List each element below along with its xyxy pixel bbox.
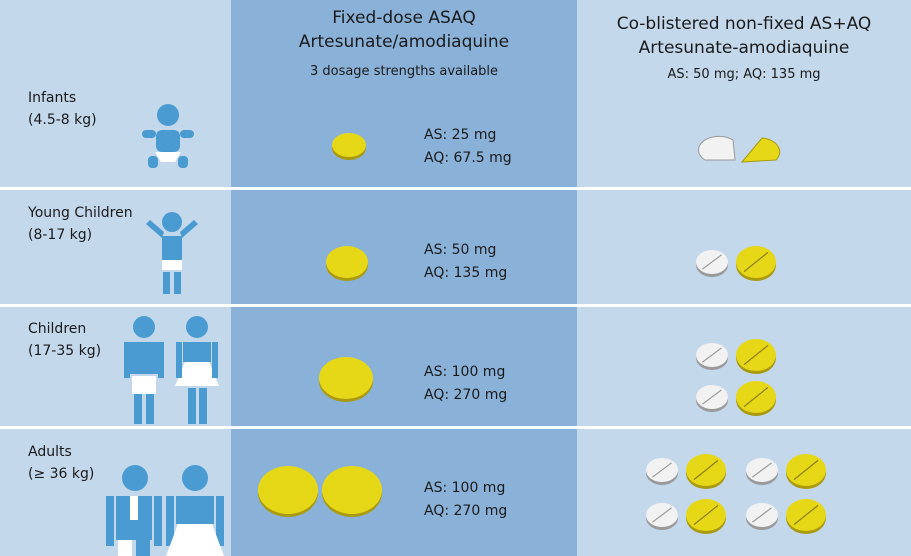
pill-score: [743, 386, 769, 408]
half-pill: [698, 135, 736, 161]
pill-score: [702, 389, 722, 405]
pill: [326, 246, 368, 278]
half-pill: [740, 137, 781, 163]
column-note: AS: 50 mg; AQ: 135 mg: [667, 67, 821, 82]
dose-label: AS: 100 mg: [424, 480, 506, 496]
dose-label: AS: 50 mg: [424, 242, 497, 258]
column-subtitle: Artesunate-amodiaquine: [638, 38, 850, 58]
pill: [322, 466, 382, 514]
pill-score: [793, 504, 819, 526]
column-title: Fixed-dose ASAQ: [332, 8, 476, 28]
pill-score: [652, 507, 672, 523]
pill-score: [793, 459, 819, 481]
group-label: Infants: [28, 90, 77, 106]
person-icons: [106, 104, 224, 556]
dose-label: AQ: 270 mg: [424, 387, 508, 403]
weight-label: (≥ 36 kg): [28, 466, 95, 482]
weight-label: (4.5-8 kg): [28, 112, 97, 128]
middle-column: [231, 0, 577, 556]
row-separator: [0, 426, 911, 429]
pill: [332, 133, 366, 157]
dose-label: AQ: 135 mg: [424, 265, 508, 281]
row-separator: [0, 187, 911, 190]
pill-score: [752, 462, 772, 478]
pill-score: [652, 462, 672, 478]
dose-label: AS: 100 mg: [424, 364, 506, 380]
dose-label: AQ: 67.5 mg: [424, 150, 512, 166]
pill-score: [752, 507, 772, 523]
pill-score: [693, 459, 719, 481]
pill: [319, 357, 373, 399]
row-separator: [0, 304, 911, 307]
pill-score: [743, 344, 769, 366]
weight-label: (17-35 kg): [28, 343, 102, 359]
group-label: Children: [28, 321, 87, 337]
pill-score: [693, 504, 719, 526]
column-subtitle: Artesunate/amodiaquine: [298, 32, 510, 52]
pill-score: [702, 347, 722, 363]
dose-label: AQ: 270 mg: [424, 503, 508, 519]
column-note: 3 dosage strengths available: [309, 64, 499, 79]
dose-label: AS: 25 mg: [424, 127, 497, 143]
pill-score: [702, 254, 722, 270]
pill-score: [743, 251, 769, 273]
column-title: Co-blistered non-fixed AS+AQ: [616, 14, 872, 34]
weight-label: (8-17 kg): [28, 227, 93, 243]
group-label: Young Children: [28, 205, 133, 221]
group-label: Adults: [28, 444, 72, 460]
pill: [258, 466, 318, 514]
